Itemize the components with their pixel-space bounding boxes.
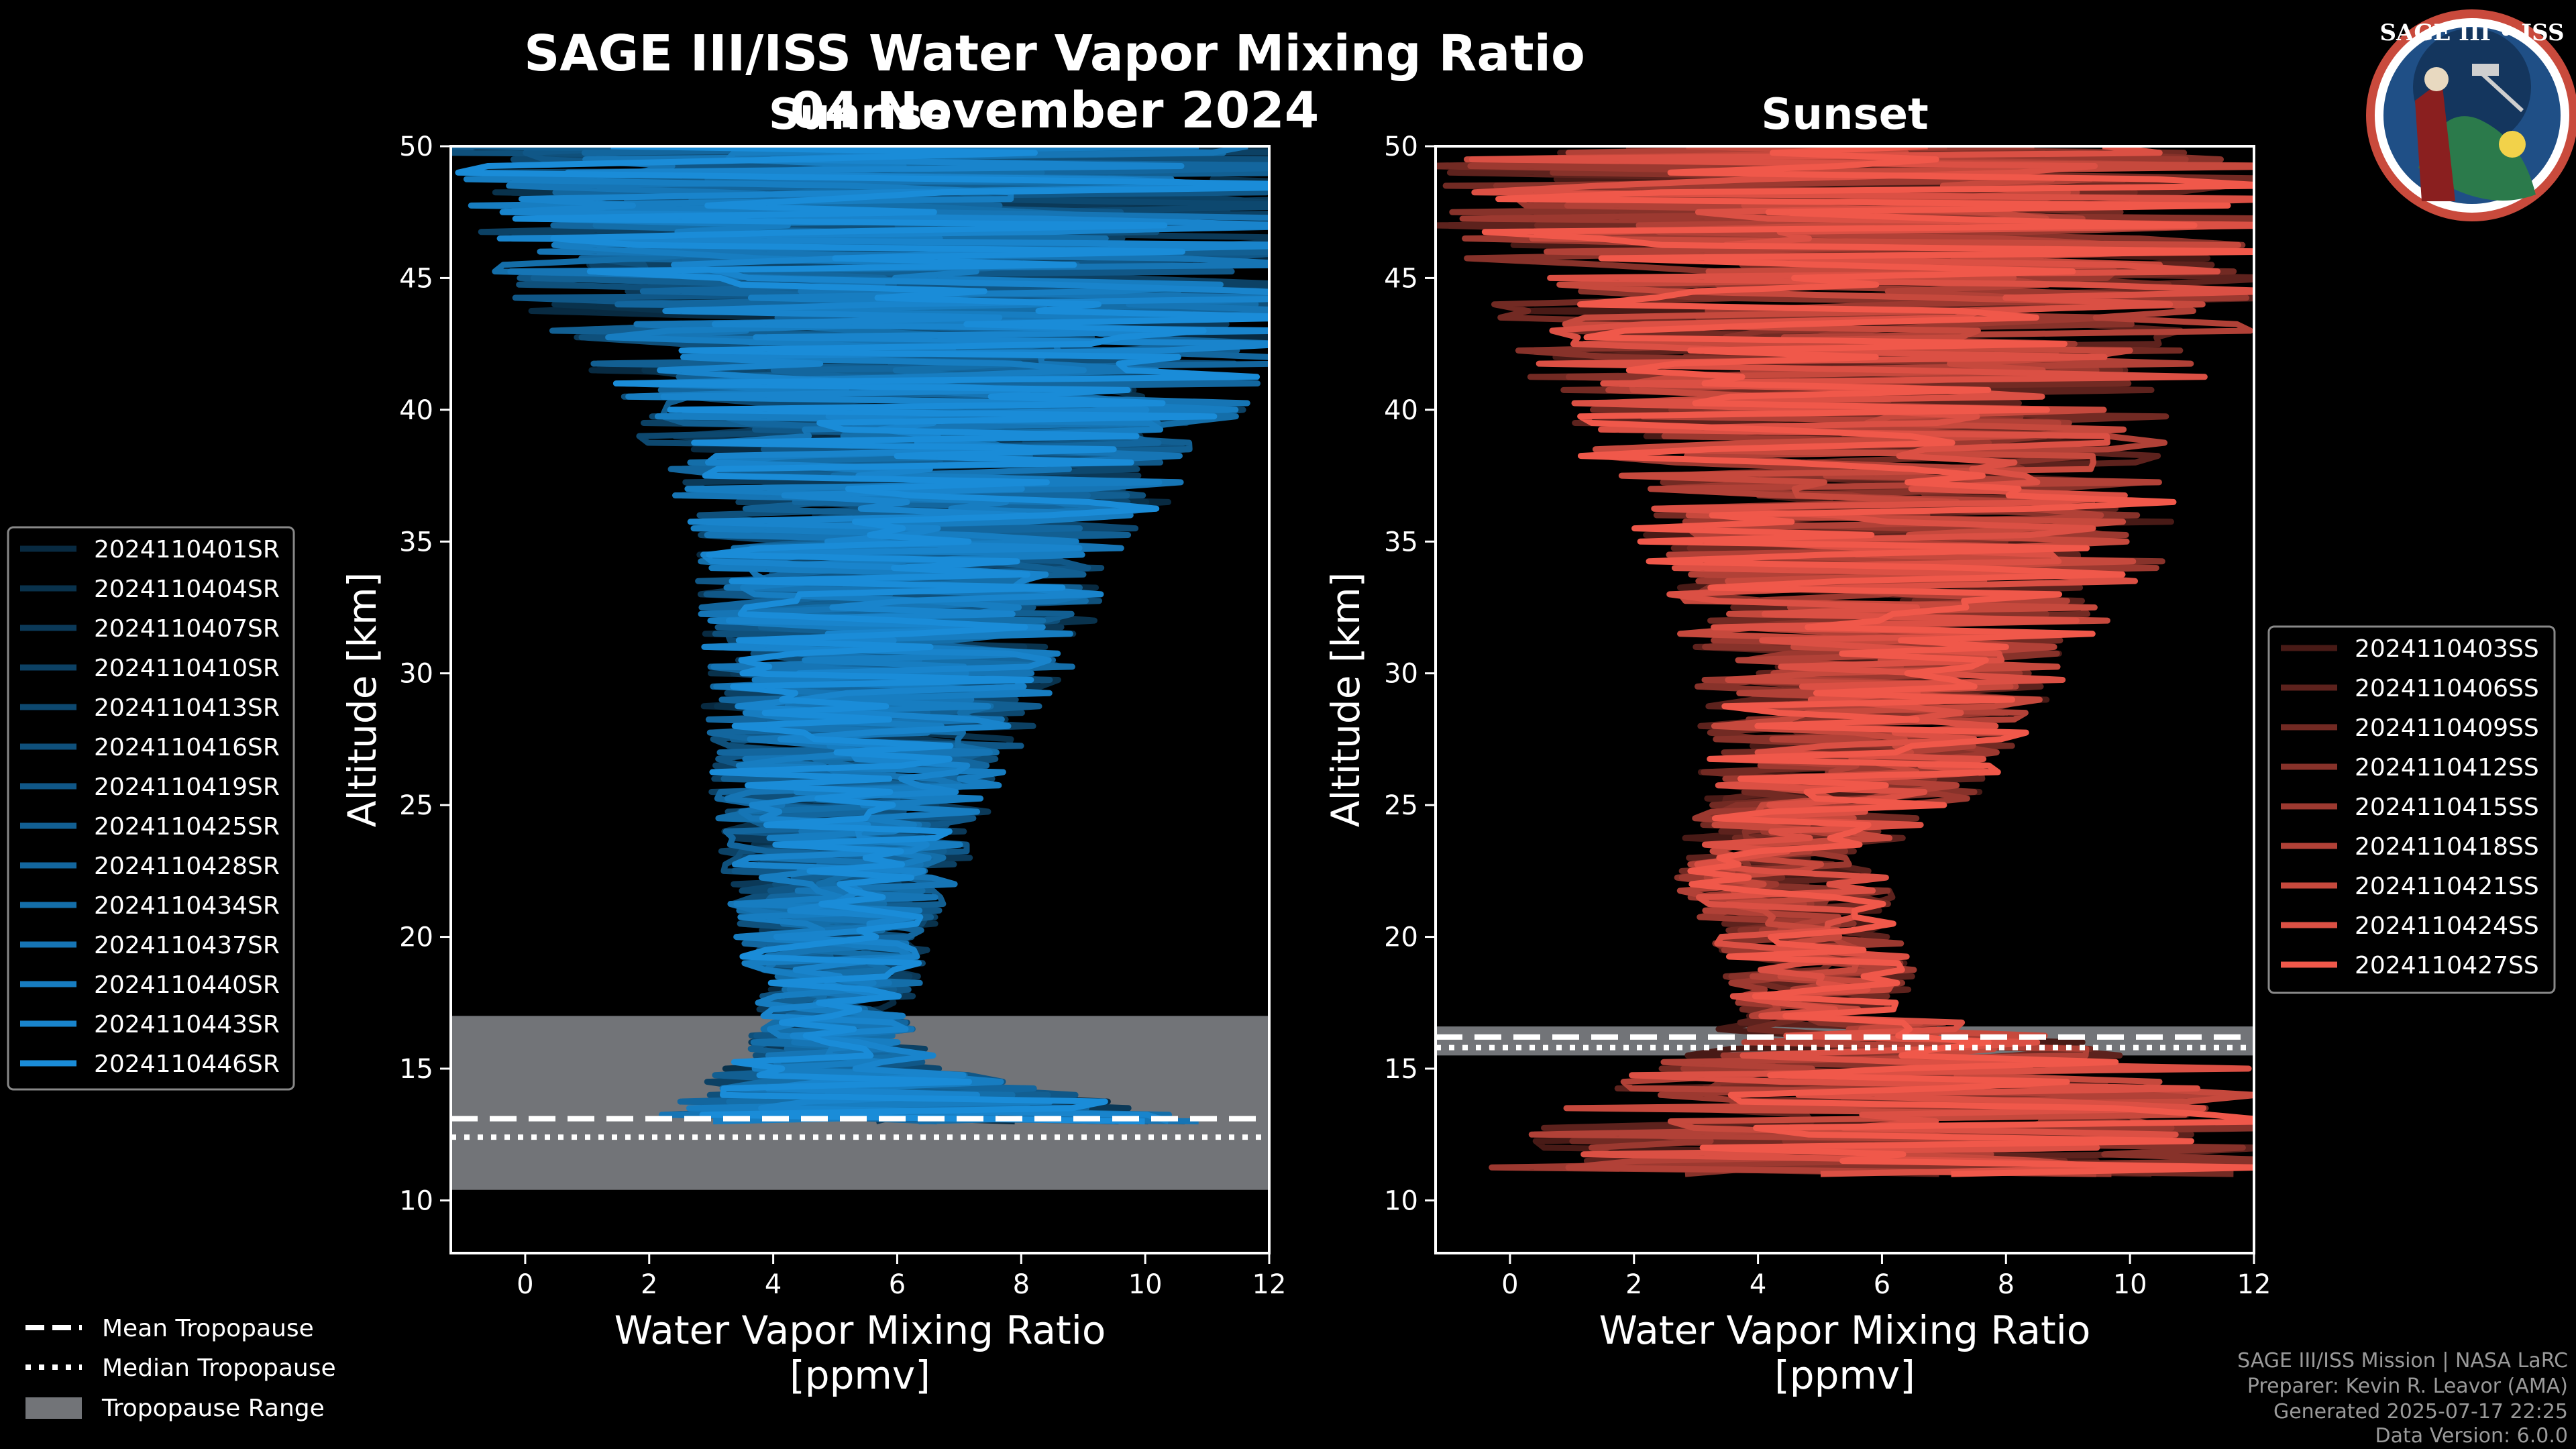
y-tick-label: 10 — [1384, 1185, 1418, 1216]
legend-label: 2024110413SR — [94, 694, 280, 722]
y-tick-label: 40 — [1384, 395, 1418, 426]
sunset-ticks: 0 2 4 6 8 10 12 10 15 20 25 30 35 40 45 50 — [1384, 131, 2271, 1300]
sunrise-ticks: 0 2 4 6 8 10 12 10 15 20 25 30 35 40 45 50 — [399, 131, 1286, 1300]
y-tick-label: 20 — [399, 922, 433, 953]
profile-line-2024110427SS — [1481, 146, 2254, 1177]
x-tick-label: 2 — [641, 1269, 657, 1300]
x-tick-label: 0 — [1501, 1269, 1518, 1300]
legend-label: 2024110404SR — [94, 576, 280, 603]
legend-label: 2024110406SS — [2355, 675, 2539, 702]
sunrise-legend: 2024110401SR 2024110404SR 2024110407SR 2024… — [7, 526, 295, 1091]
sunset-ylabel: Altitude [km] — [1323, 572, 1368, 827]
legend-label: 2024110403SS — [2355, 635, 2539, 663]
legend-label: 2024110434SR — [94, 892, 280, 920]
profile-line-2024110443SR — [496, 146, 1269, 1124]
chart-title: SAGE III/ISS Water Vapor Mixing Ratio — [524, 25, 1585, 83]
y-tick-label: 40 — [399, 395, 433, 426]
sunset-xlabel: Water Vapor Mixing Ratio — [1599, 1307, 2091, 1353]
y-tick-label: 35 — [399, 527, 433, 557]
y-tick-label: 30 — [1384, 659, 1418, 690]
sunrise-legend-frame — [7, 526, 295, 1091]
sunset-panel: 0 2 4 6 8 10 12 10 15 20 25 30 35 40 45 50 Water Vapor … — [1323, 131, 2271, 1398]
legend-label: 2024110419SR — [94, 773, 280, 801]
sunset-axes-frame — [1434, 145, 2255, 1254]
legend-mean-label: Mean Tropopause — [102, 1315, 314, 1342]
legend-label: 2024110421SS — [2355, 873, 2539, 900]
legend-range-label: Tropopause Range — [101, 1395, 325, 1422]
y-tick-label: 35 — [1384, 527, 1418, 557]
footer-mission: SAGE III/ISS Mission | NASA LaRC — [2237, 1349, 2568, 1373]
legend-label: 2024110425SR — [94, 813, 280, 841]
x-tick-label: 2 — [1625, 1269, 1642, 1300]
legend-label: 2024110443SR — [94, 1011, 280, 1038]
sunset-legend: 2024110403SS 2024110406SS 2024110409SS 2024… — [2267, 625, 2556, 994]
x-tick-label: 4 — [1750, 1269, 1766, 1300]
legend-label: 2024110401SR — [94, 536, 280, 564]
x-tick-label: 4 — [765, 1269, 782, 1300]
x-tick-label: 0 — [517, 1269, 533, 1300]
legend-label: 2024110446SR — [94, 1051, 280, 1078]
x-tick-label: 10 — [2113, 1269, 2147, 1300]
sunset-profiles — [1436, 146, 2254, 1177]
footer-generated: Generated 2025-07-17 22:25 — [2273, 1400, 2568, 1424]
x-tick-label: 12 — [2237, 1269, 2271, 1300]
tropopause-legend: Mean Tropopause Median Tropopause Tropop… — [25, 1315, 336, 1422]
y-tick-label: 45 — [399, 263, 433, 294]
x-tick-label: 8 — [1013, 1269, 1030, 1300]
legend-label: 2024110418SS — [2355, 833, 2539, 861]
legend-median-label: Median Tropopause — [102, 1354, 336, 1382]
sage-mission-logo: SAGE III • ISS — [2366, 9, 2576, 221]
legend-label: 2024110416SR — [94, 734, 280, 761]
y-tick-label: 20 — [1384, 922, 1418, 953]
profile-line-2024110446SR — [455, 146, 1269, 1125]
y-tick-label: 45 — [1384, 263, 1418, 294]
chart-date: 04 November 2024 — [790, 82, 1319, 140]
subtitle-sunrise: Sunrise — [769, 90, 951, 140]
x-tick-label: 10 — [1128, 1269, 1163, 1300]
legend-label: 2024110415SS — [2355, 794, 2539, 821]
x-tick-label: 8 — [1998, 1269, 2015, 1300]
x-tick-label: 6 — [1874, 1269, 1890, 1300]
y-tick-label: 15 — [1384, 1054, 1418, 1085]
sunrise-xlabel: Water Vapor Mixing Ratio — [614, 1307, 1106, 1353]
x-tick-label: 6 — [889, 1269, 906, 1300]
sunrise-ylabel: Altitude [km] — [339, 572, 385, 827]
y-tick-label: 15 — [399, 1054, 433, 1085]
sunrise-axes-frame — [449, 145, 1271, 1254]
legend-label: 2024110428SR — [94, 853, 280, 880]
y-tick-label: 50 — [399, 131, 433, 162]
y-tick-label: 10 — [399, 1185, 433, 1216]
legend-label: 2024110437SR — [94, 932, 280, 959]
sunset-legend-frame — [2267, 625, 2556, 994]
legend-label: 2024110427SS — [2355, 952, 2539, 979]
legend-label: 2024110409SS — [2355, 714, 2539, 742]
legend-label: 2024110412SS — [2355, 754, 2539, 782]
legend-label: 2024110440SR — [94, 971, 280, 999]
footer-preparer: Preparer: Kevin R. Leavor (AMA) — [2247, 1375, 2568, 1398]
y-tick-label: 25 — [399, 790, 433, 821]
legend-label: 2024110407SR — [94, 615, 280, 643]
sunset-xlabel-unit: [ppmv] — [1774, 1352, 1915, 1398]
legend-label: 2024110424SS — [2355, 912, 2539, 940]
y-tick-label: 30 — [399, 659, 433, 690]
legend-range-swatch — [25, 1397, 82, 1419]
y-tick-label: 25 — [1384, 790, 1418, 821]
footer-version: Data Version: 6.0.0 — [2375, 1424, 2568, 1448]
sunrise-xlabel-unit: [ppmv] — [790, 1352, 930, 1398]
legend-label: 2024110410SR — [94, 655, 280, 682]
footer: SAGE III/ISS Mission | NASA LaRC Prepare… — [2237, 1349, 2568, 1448]
x-tick-label: 12 — [1252, 1269, 1287, 1300]
sunrise-profiles — [451, 146, 1269, 1125]
logo-top-text: SAGE III • ISS — [2379, 19, 2564, 46]
sunrise-panel: 0 2 4 6 8 10 12 10 15 20 25 30 35 40 45 50 Water Vapor … — [339, 131, 1286, 1398]
subtitle-sunset: Sunset — [1761, 90, 1928, 140]
y-tick-label: 50 — [1384, 131, 1418, 162]
